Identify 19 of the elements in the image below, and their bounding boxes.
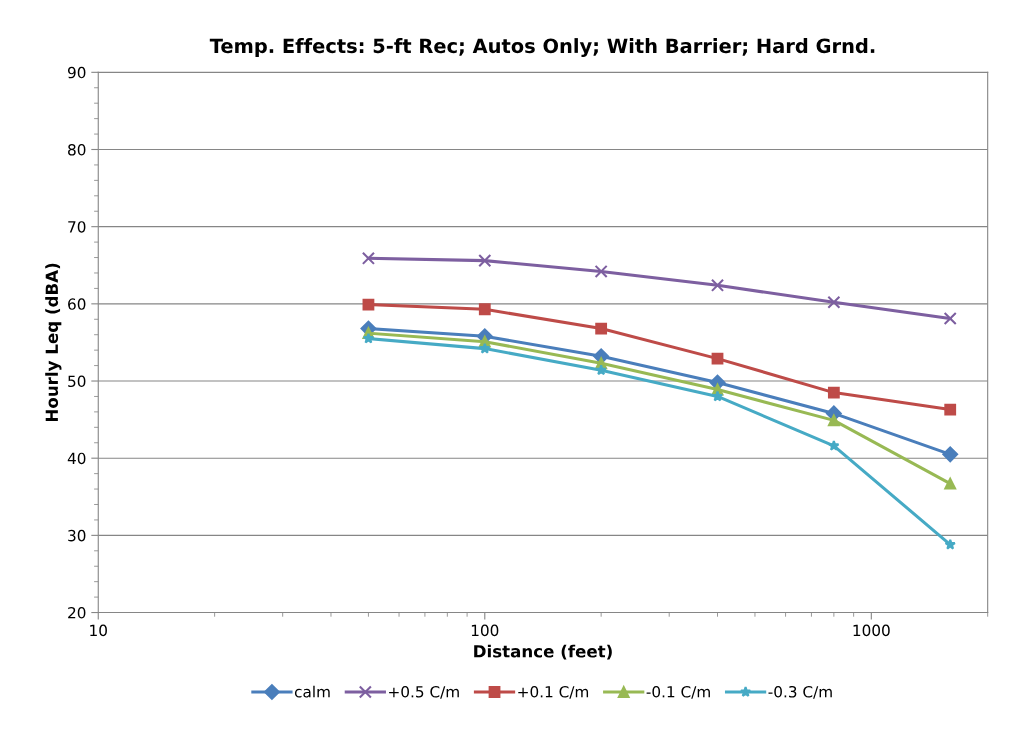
y-tick-label: 90	[67, 66, 86, 79]
x-tick-label: 1000	[853, 624, 890, 637]
legend-label: +0.5 C/m	[389, 685, 459, 699]
x-tick-label: 10	[90, 624, 107, 637]
y-tick-label: 40	[67, 452, 86, 465]
y-axis-title: Hourly Leq (dBA)	[45, 263, 62, 422]
x-axis-title: Distance (feet)	[474, 644, 612, 660]
y-tick-label: 60	[68, 298, 86, 310]
y-tick-label: 50	[68, 375, 86, 388]
legend-label: -0.3 C/m	[768, 685, 832, 699]
legend-label: +0.1 C/m	[518, 685, 589, 699]
y-tick-label: 20	[68, 607, 86, 619]
y-tick-label: 30	[68, 529, 86, 542]
y-tick-label: 80	[68, 143, 86, 156]
legend-label: -0.1 C/m	[646, 685, 710, 699]
legend-label: calm	[294, 685, 330, 698]
chart-title: Temp. Effects: 5-ft Rec; Autos Only; With Barrier; Hard Grnd.	[209, 38, 875, 58]
x-tick-label: 100	[471, 624, 499, 637]
y-tick-label: 70	[68, 221, 86, 233]
